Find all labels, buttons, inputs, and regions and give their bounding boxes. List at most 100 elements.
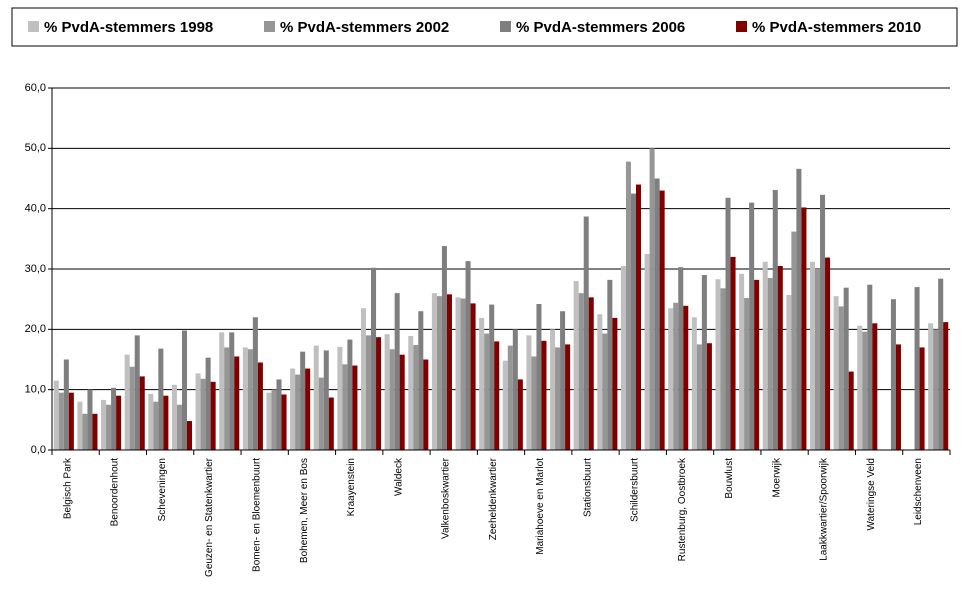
bar — [281, 394, 287, 450]
bar — [171, 384, 177, 450]
bar — [843, 287, 849, 450]
bar — [328, 397, 334, 450]
bar — [635, 184, 642, 451]
bar — [602, 333, 608, 450]
x-tick-label: Waldeck — [393, 457, 404, 496]
bar — [389, 349, 395, 450]
bar — [305, 368, 311, 450]
bar — [347, 339, 353, 450]
bar — [111, 387, 117, 450]
x-tick-label: Geuzen- en Statenkwartier — [204, 457, 215, 577]
bar — [479, 317, 485, 450]
bar — [53, 380, 59, 450]
x-tick-label: Laakkwartier/Spoorwijk — [819, 457, 830, 561]
bar — [630, 193, 636, 451]
x-tick-label: Bomen- en Bloemenbuurt — [252, 458, 263, 572]
bar — [555, 347, 561, 450]
bar — [360, 308, 367, 450]
bar — [63, 359, 69, 450]
bar — [77, 401, 83, 450]
bar — [607, 279, 613, 450]
y-tick-label: 60,0 — [25, 82, 46, 94]
bar — [512, 329, 518, 450]
bar — [573, 281, 579, 450]
bar — [801, 207, 807, 450]
bar — [838, 306, 844, 450]
bar — [431, 293, 437, 450]
x-tick-label: Stationsbuurt — [582, 458, 593, 517]
bar — [620, 265, 626, 450]
legend-box — [11, 7, 958, 47]
legend-swatch — [736, 21, 747, 32]
bar — [739, 273, 745, 450]
bar — [465, 261, 471, 450]
bar — [257, 362, 263, 450]
x-tick-label: Scheveningen — [157, 458, 168, 521]
bar — [644, 253, 650, 450]
x-tick-label: Leidschenveen — [913, 458, 924, 525]
bar — [706, 343, 712, 450]
bar — [749, 202, 755, 450]
bar — [565, 344, 571, 450]
bar — [58, 392, 64, 450]
bar — [224, 347, 230, 450]
x-tick-label: Rustenburg, Oostbroek — [677, 457, 688, 561]
bar — [408, 335, 414, 450]
bar — [597, 314, 603, 450]
y-tick-label: 0,0 — [31, 444, 46, 456]
bar — [290, 368, 296, 450]
bar — [825, 257, 831, 450]
bar — [691, 317, 697, 450]
bar — [526, 335, 532, 450]
bar — [550, 329, 556, 450]
bar — [649, 148, 655, 451]
bar — [195, 373, 201, 450]
bar — [229, 332, 235, 450]
bar — [470, 303, 476, 450]
bar — [134, 335, 140, 450]
bar — [725, 197, 731, 450]
bar — [815, 269, 821, 450]
bar — [502, 360, 508, 450]
bar — [148, 393, 154, 450]
bar — [323, 350, 329, 450]
legend-swatch — [28, 21, 39, 32]
y-tick-label: 50,0 — [25, 142, 46, 154]
x-tick-label: Benoordenhout — [110, 458, 121, 527]
bar — [489, 304, 495, 450]
x-tick-label: Wateringse Veld — [866, 458, 877, 530]
bar — [87, 389, 93, 450]
bar — [820, 194, 826, 450]
bar — [139, 376, 145, 450]
bar — [455, 297, 461, 450]
bar — [124, 354, 130, 450]
bar — [276, 379, 282, 450]
bar — [163, 395, 169, 450]
bar — [219, 332, 225, 450]
bar — [68, 392, 74, 450]
x-tick-label: Valkenboskwartier — [441, 457, 452, 539]
bar — [82, 413, 88, 450]
bar — [872, 323, 878, 450]
bar — [583, 216, 589, 450]
bar — [371, 267, 377, 450]
bar — [441, 246, 447, 450]
bar — [337, 346, 343, 450]
bar — [181, 330, 187, 450]
bar — [376, 337, 382, 450]
bar — [696, 344, 702, 450]
bar — [176, 404, 182, 450]
bar — [612, 317, 618, 450]
y-tick-label: 20,0 — [25, 323, 46, 335]
bar — [318, 377, 324, 450]
bar — [730, 256, 736, 450]
legend-label: % PvdA-stemmers 1998 — [44, 19, 213, 36]
bar — [683, 305, 689, 450]
x-tick-label: Moerwijk — [771, 457, 782, 497]
bar — [914, 287, 920, 450]
bar — [857, 325, 863, 450]
y-tick-label: 40,0 — [25, 203, 46, 215]
bar — [300, 351, 306, 450]
bar — [101, 399, 107, 450]
bar — [92, 413, 98, 450]
